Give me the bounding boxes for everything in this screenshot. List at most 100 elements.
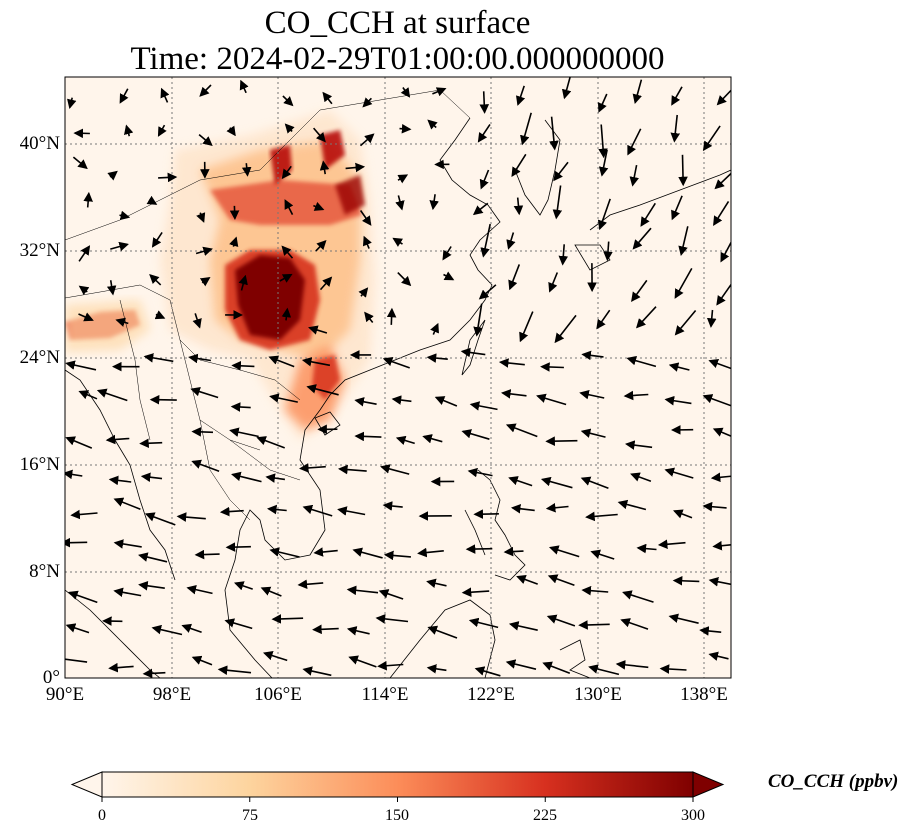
coast-indochina <box>224 409 326 678</box>
wind-arrow <box>597 93 608 113</box>
wind-arrow <box>188 353 212 364</box>
wind-arrow <box>479 91 490 114</box>
wind-arrow <box>712 427 731 437</box>
wind-arrow <box>241 163 252 177</box>
colorbar-extend-min <box>70 771 103 798</box>
wind-arrow <box>580 476 609 489</box>
wind-arrow <box>113 497 141 510</box>
plume-north-c <box>335 175 365 215</box>
wind-arrow <box>262 650 288 662</box>
wind-arrow <box>297 579 324 590</box>
wind-arrow <box>657 539 686 550</box>
wind-arrow <box>231 471 262 483</box>
wind-arrow <box>603 241 613 262</box>
wind-arrow <box>708 651 729 661</box>
wind-arrow <box>151 624 183 636</box>
wind-arrow <box>68 590 98 604</box>
wind-vectors <box>65 77 731 678</box>
wind-arrow <box>154 310 166 320</box>
wind-arrow <box>149 394 177 405</box>
wind-arrow <box>434 396 458 407</box>
wind-arrow <box>632 227 652 250</box>
wind-arrow <box>383 550 411 561</box>
wind-arrow <box>269 393 298 403</box>
wind-arrow <box>672 575 700 586</box>
wind-arrow <box>640 202 656 227</box>
wind-arrow <box>673 509 693 519</box>
wind-arrow <box>113 587 142 598</box>
wind-arrow <box>545 436 578 446</box>
wind-arrow <box>281 307 292 321</box>
wind-arrow <box>199 277 211 287</box>
plume-north-b <box>320 130 345 170</box>
wind-arrow <box>674 309 697 336</box>
wind-arrow <box>194 549 220 560</box>
wind-arrow <box>505 659 537 670</box>
wind-arrow <box>585 511 618 522</box>
wind-arrow <box>226 125 236 137</box>
wind-arrow <box>146 195 158 205</box>
wind-arrow <box>284 123 295 134</box>
wind-arrow <box>429 194 439 211</box>
wind-arrow <box>119 88 129 104</box>
wind-arrow <box>358 287 369 298</box>
wind-arrow <box>302 504 333 517</box>
y-tick-label: 40°N <box>19 133 60 154</box>
wind-arrow <box>467 467 493 478</box>
colorbar-tick-label: 300 <box>681 807 705 824</box>
wind-arrow <box>348 655 377 668</box>
wind-arrow <box>395 195 405 211</box>
concentration-field <box>65 110 375 440</box>
colorbar-tick-label: 225 <box>533 807 557 824</box>
wind-arrow <box>430 322 439 335</box>
wind-arrow <box>229 205 240 220</box>
coast-philippines <box>464 469 526 581</box>
wind-arrow <box>540 476 573 489</box>
wind-arrow <box>426 353 448 363</box>
wind-arrow <box>230 402 251 412</box>
wind-arrow <box>520 112 532 146</box>
x-tick-label: 130°E <box>574 684 622 705</box>
wind-arrow <box>478 284 497 300</box>
wind-arrow <box>629 164 639 187</box>
wind-arrow <box>461 587 490 597</box>
wind-arrow <box>282 95 294 107</box>
wind-arrow <box>362 235 372 249</box>
wind-arrow <box>70 509 98 520</box>
y-tick-label: 0° <box>42 667 60 688</box>
wind-arrow <box>312 624 339 635</box>
wind-arrow <box>552 185 563 220</box>
wind-arrow <box>391 395 412 405</box>
wind-arrow <box>432 87 447 97</box>
wind-arrow <box>359 133 375 147</box>
wind-arrow <box>72 156 88 170</box>
wind-arrow <box>508 476 533 487</box>
wind-arrow <box>636 306 657 329</box>
coast-sulawesi <box>559 639 591 678</box>
wind-arrow <box>716 89 731 106</box>
colorbar-tick-label: 75 <box>242 807 258 824</box>
wind-arrow <box>313 201 325 211</box>
wind-arrow <box>664 467 694 479</box>
wind-arrow <box>546 614 576 627</box>
wind-arrow <box>678 226 689 256</box>
wind-arrow <box>65 537 88 548</box>
wind-arrow <box>108 662 134 673</box>
wind-arrow <box>397 272 412 287</box>
wind-arrow <box>547 574 575 586</box>
wind-arrow <box>65 469 83 480</box>
wind-arrow <box>623 390 649 401</box>
wind-arrow <box>426 664 447 674</box>
wind-arrow <box>617 499 647 511</box>
wind-arrow <box>674 268 693 299</box>
wind-arrow <box>219 506 244 517</box>
wind-arrow <box>716 283 731 306</box>
wind-arrow <box>702 394 731 407</box>
wind-arrow <box>269 547 300 558</box>
wind-arrow <box>267 504 287 515</box>
wind-arrow <box>422 434 443 444</box>
x-tick-label: 98°E <box>152 684 192 705</box>
wind-arrow <box>186 584 213 595</box>
wind-arrow <box>472 202 489 216</box>
wind-arrow <box>265 473 286 483</box>
